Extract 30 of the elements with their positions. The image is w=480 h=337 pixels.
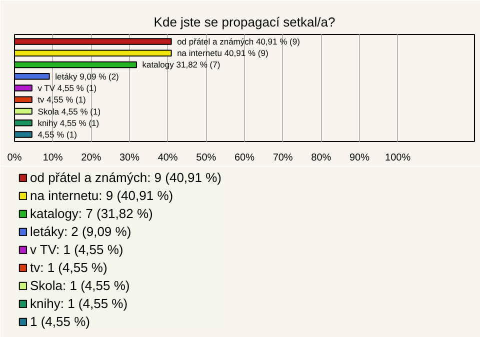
x-tick-label: 60%: [234, 152, 255, 164]
chart-title: Kde jste se propagací setkal/a?: [154, 14, 336, 30]
data-label: tv 4,55 % (1): [38, 94, 86, 105]
x-tick-label: 10%: [42, 152, 63, 164]
legend-label: tv: 1 (4,55 %): [30, 260, 108, 275]
data-label: 4,55 % (1): [38, 130, 78, 140]
x-tick-label: 70%: [272, 152, 293, 164]
data-label: na internetu 40,91 % (9): [177, 48, 268, 58]
legend-label: letáky: 2 (9,09 %): [30, 224, 132, 239]
x-tick-label: 40%: [158, 152, 178, 164]
x-tick-label: 50%: [196, 152, 216, 164]
legend-label: 1 (4,55 %): [30, 314, 90, 329]
x-tick-label: 20%: [81, 152, 102, 164]
x-tick-label: 30%: [119, 152, 140, 164]
data-label: Skola 4,55 % (1): [38, 106, 101, 116]
x-tick-label: 80%: [311, 152, 332, 164]
data-label: od přátel a známých 40,91 % (9): [177, 36, 300, 46]
x-tick-label: 100%: [385, 152, 411, 164]
legend-label: katalogy: 7 (31,82 %): [30, 206, 153, 221]
data-label: letáky 9,09 % (2): [55, 71, 120, 82]
x-tick-label: 0%: [7, 152, 22, 164]
data-label: katalogy 31,82 % (7): [142, 60, 220, 70]
legend-label: v TV: 1 (4,55 %): [30, 242, 124, 257]
legend-label: Skola: 1 (4,55 %): [30, 278, 130, 293]
legend-label: na internetu: 9 (40,91 %): [30, 188, 174, 203]
data-label: knihy 4,55 % (1): [38, 118, 100, 128]
legend-label: od přátel a známých: 9 (40,91 %): [30, 170, 222, 185]
x-tick-label: 90%: [349, 152, 370, 164]
legend-label: knihy: 1 (4,55 %): [30, 296, 128, 311]
data-label: v TV 4,55 % (1): [38, 83, 97, 93]
